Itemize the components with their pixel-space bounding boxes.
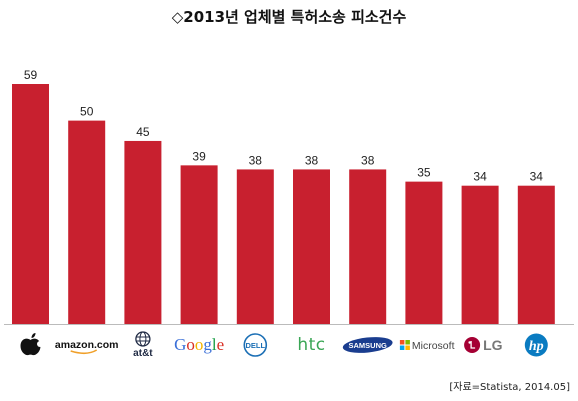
bar-9 bbox=[517, 185, 555, 324]
bar-7 bbox=[405, 181, 443, 324]
bars-group: 59 50 45 39 38 38 38 35 34 34 bbox=[12, 68, 555, 324]
bar-0 bbox=[12, 84, 49, 324]
data-label-6: 38 bbox=[361, 153, 375, 167]
bar-3 bbox=[180, 165, 218, 324]
data-label-7: 35 bbox=[417, 166, 431, 180]
google-logo-icon: Google bbox=[174, 335, 224, 354]
bar-4 bbox=[236, 169, 274, 324]
data-label-3: 39 bbox=[192, 149, 206, 163]
bar-8 bbox=[461, 185, 499, 324]
bar-5 bbox=[293, 169, 330, 324]
chart-title: ◇2013년 업체별 특허소송 피소건수 bbox=[171, 8, 407, 26]
data-label-1: 50 bbox=[80, 105, 94, 119]
svg-text:Microsoft: Microsoft bbox=[412, 340, 455, 352]
data-label-9: 34 bbox=[530, 170, 544, 184]
htc-logo-icon: htc bbox=[297, 335, 325, 355]
data-label-8: 34 bbox=[473, 170, 487, 184]
data-label-2: 45 bbox=[136, 125, 150, 139]
svg-text:LG: LG bbox=[483, 337, 503, 353]
bar-1 bbox=[68, 120, 106, 324]
category-logos: amazon.com at&t Google DELL htc SAMSUNG Micros… bbox=[20, 331, 548, 359]
bar-6 bbox=[349, 169, 387, 324]
amazon-logo-icon: amazon.com bbox=[55, 339, 119, 355]
att-logo-icon: at&t bbox=[133, 331, 153, 359]
svg-text:hp: hp bbox=[529, 339, 544, 354]
svg-text:SAMSUNG: SAMSUNG bbox=[349, 341, 388, 350]
svg-text:DELL: DELL bbox=[246, 341, 266, 350]
svg-text:amazon.com: amazon.com bbox=[55, 339, 119, 351]
samsung-logo-icon: SAMSUNG bbox=[342, 337, 393, 353]
lg-logo-icon: LG bbox=[464, 337, 503, 353]
data-label-0: 59 bbox=[24, 68, 38, 82]
bar-2 bbox=[124, 140, 162, 324]
dell-logo-icon: DELL bbox=[243, 333, 268, 357]
microsoft-logo-icon: Microsoft bbox=[399, 340, 455, 352]
hp-logo-icon: hp bbox=[524, 333, 548, 357]
data-label-5: 38 bbox=[305, 153, 319, 167]
svg-text:at&t: at&t bbox=[133, 348, 153, 359]
data-label-4: 38 bbox=[249, 153, 263, 167]
apple-logo-icon bbox=[20, 333, 43, 356]
source-note: [자료=Statista, 2014.05] bbox=[449, 382, 570, 393]
